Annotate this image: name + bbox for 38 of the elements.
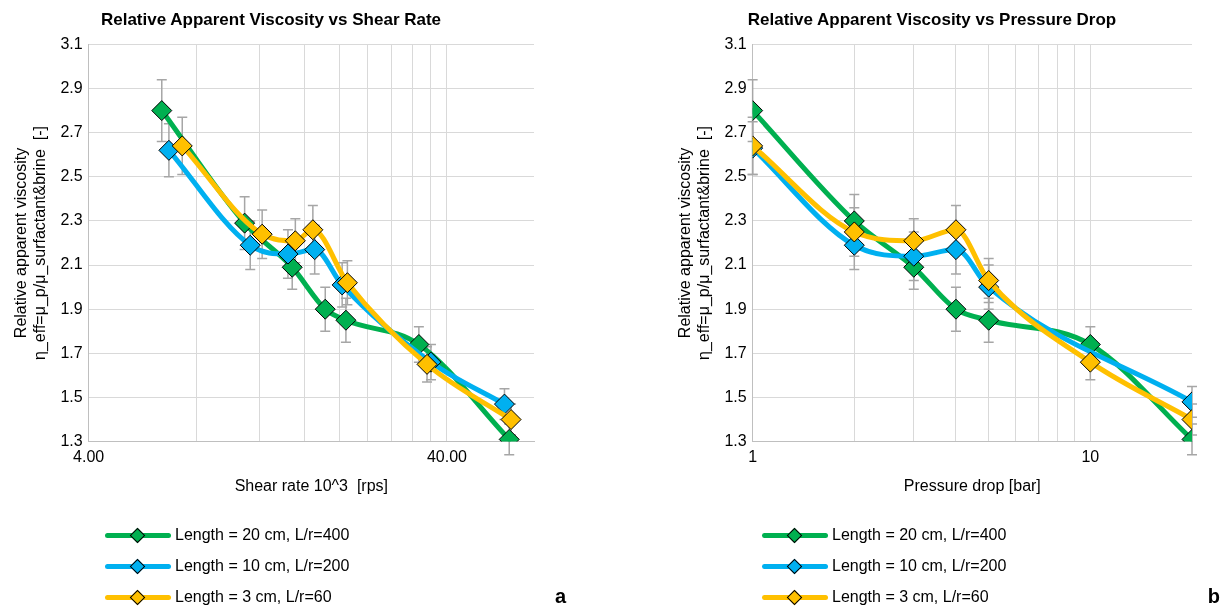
y-tick-label: 1.3 <box>724 432 747 450</box>
y-tick-label: 2.9 <box>724 78 747 96</box>
y-tick-label: 1.5 <box>60 387 83 405</box>
y-tick-label: 2.1 <box>60 255 83 273</box>
y-tick-label: 2.3 <box>724 211 747 229</box>
y-tick-label: 2.5 <box>60 167 83 185</box>
y-tick-label: 3.1 <box>724 34 747 52</box>
text: a <box>554 585 566 608</box>
x-tick-label: 10 <box>1081 447 1100 465</box>
y-tick-label: 1.5 <box>724 387 747 405</box>
legend-label: Length = 20 cm, L/r=400 <box>832 526 1007 544</box>
y-tick-label: 2.7 <box>724 123 747 141</box>
legend-label: Length = 10 cm, L/r=200 <box>832 557 1007 575</box>
y-tick-label: 1.9 <box>60 299 83 317</box>
y-tick-label: 2.5 <box>724 167 747 185</box>
chart-title: Relative Apparent Viscosity vs Shear Rate <box>100 9 442 29</box>
legend-label: Length = 20 cm, L/r=400 <box>175 526 350 544</box>
x-tick-label: 1 <box>748 447 758 465</box>
y-tick-label: 1.7 <box>60 343 83 361</box>
y-tick-label: 2.1 <box>724 255 747 273</box>
legend-label: Length = 3 cm, L/r=60 <box>832 588 989 606</box>
y-tick-label: 2.7 <box>60 123 83 141</box>
y-tick-label: 1.7 <box>724 343 747 361</box>
y-tick-label: 3.1 <box>60 34 83 52</box>
x-axis-title: Shear rate 10^3 [rps] <box>234 476 389 494</box>
legend-label: Length = 10 cm, L/r=200 <box>175 557 350 575</box>
x-tick-label: 4.00 <box>73 447 105 465</box>
x-tick-label: 40.00 <box>426 447 468 465</box>
y-axis-title: Relative apparent viscosity η_eff=μ_p/μ_surfactant&brine [-] <box>676 126 714 360</box>
y-tick-label: 1.3 <box>60 432 83 450</box>
y-tick-label: 2.3 <box>60 211 83 229</box>
text: b <box>1207 585 1220 608</box>
chart-title: Relative Apparent Viscosity vs Pressure Drop <box>747 9 1117 29</box>
legend-label: Length = 3 cm, L/r=60 <box>175 588 332 606</box>
y-tick-label: 2.9 <box>60 78 83 96</box>
y-tick-label: 1.9 <box>724 299 747 317</box>
y-axis-title: Relative apparent viscosity η_eff=μ_p/μ_surfactant&brine [-] <box>12 126 50 360</box>
x-axis-title: Pressure drop [bar] <box>903 476 1041 494</box>
